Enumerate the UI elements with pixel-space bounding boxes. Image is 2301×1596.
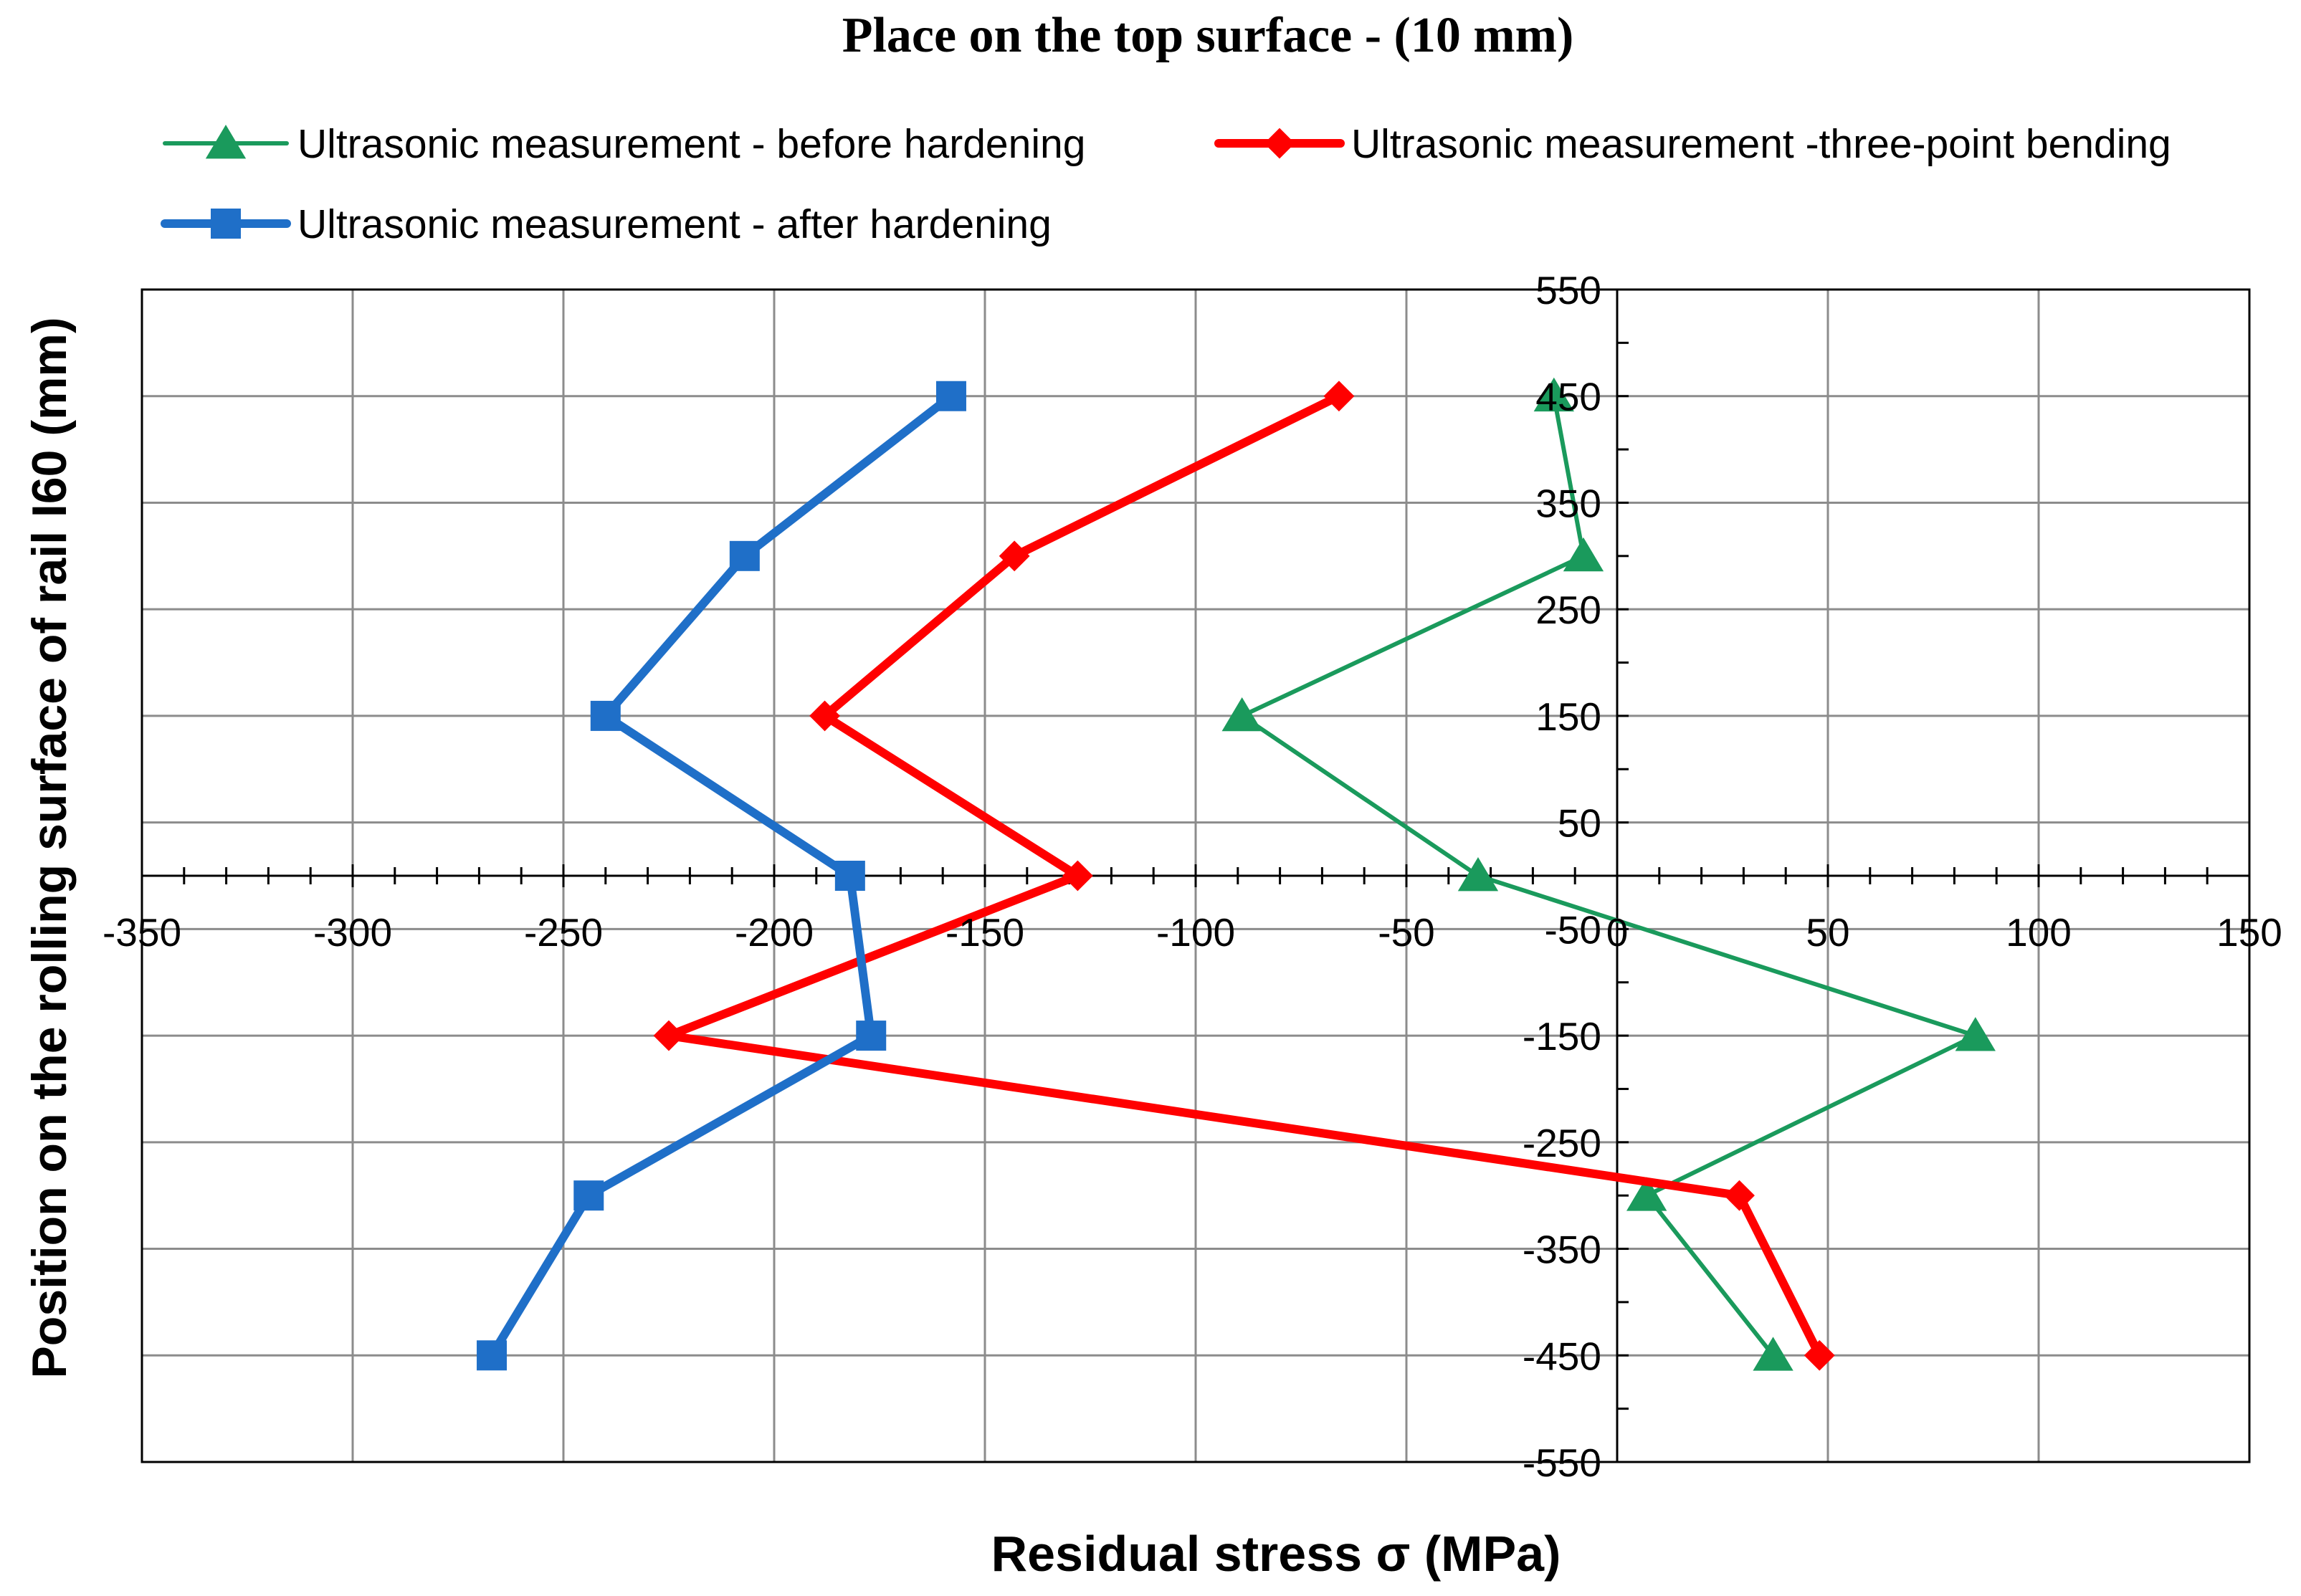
tick-labels: -350 -300 -250 -200 -150 -100 -50 0 50 100 1505504… — [103, 268, 2282, 1485]
data-point — [834, 861, 865, 891]
series-3 — [477, 381, 966, 1371]
x-tick-label: -300 — [313, 910, 392, 955]
data-point — [1323, 381, 1355, 412]
data-point — [573, 1180, 604, 1211]
series-group — [477, 377, 1996, 1371]
data-point — [653, 1020, 685, 1051]
x-axis-label: Residual stress σ (MPa) — [991, 1526, 1561, 1582]
y-tick-label: 350 — [1535, 481, 1601, 525]
y-tick-label: 550 — [1535, 268, 1601, 312]
data-point — [935, 381, 966, 411]
data-point — [856, 1021, 887, 1051]
data-point — [1221, 697, 1262, 732]
chart-title: Place on the top surface - (10 mm) — [842, 8, 1574, 63]
data-point — [477, 1340, 508, 1371]
legend-marker — [211, 209, 241, 239]
x-tick-label: -100 — [1156, 910, 1235, 955]
x-tick-label: 150 — [2216, 910, 2282, 955]
y-tick-label: 150 — [1535, 694, 1601, 739]
legend-label: Ultrasonic measurement - before hardenin… — [297, 121, 1085, 167]
legend: Ultrasonic measurement - before hardenin… — [161, 121, 2171, 247]
x-tick-label: 50 — [1806, 910, 1849, 955]
x-tick-label: -150 — [945, 910, 1024, 955]
x-tick-label: 0 — [1606, 910, 1629, 955]
data-point — [590, 700, 621, 731]
axes — [140, 288, 2251, 1463]
x-tick-label: -200 — [735, 910, 814, 955]
legend-entry: Ultrasonic measurement -three-point bend… — [1214, 121, 2171, 167]
legend-marker — [1264, 128, 1295, 159]
data-point — [1062, 860, 1093, 892]
data-point — [1753, 1337, 1793, 1371]
legend-marker — [205, 125, 247, 159]
data-point — [1457, 857, 1499, 892]
y-tick-label: -150 — [1523, 1014, 1601, 1059]
data-point — [1533, 377, 1574, 412]
x-tick-label: -250 — [524, 910, 603, 955]
y-tick-label: 50 — [1558, 801, 1601, 846]
y-tick-label: -550 — [1523, 1440, 1601, 1485]
data-point — [1804, 1339, 1835, 1371]
y-tick-label: -250 — [1523, 1121, 1601, 1165]
y-axis-label: Position on the rolling surface of rail … — [22, 317, 77, 1378]
legend-entry: Ultrasonic measurement - after hardening — [161, 201, 1052, 247]
legend-label: Ultrasonic measurement -three-point bend… — [1351, 121, 2171, 167]
x-tick-label: -50 — [1378, 910, 1435, 955]
y-tick-label: 250 — [1535, 588, 1601, 632]
y-tick-label: -50 — [1545, 907, 1602, 952]
data-point — [1626, 1177, 1667, 1211]
y-tick-label: 450 — [1535, 375, 1601, 419]
data-point — [809, 700, 840, 732]
y-tick-label: -350 — [1523, 1228, 1601, 1272]
data-point — [1724, 1180, 1755, 1211]
x-tick-label: -350 — [103, 910, 181, 955]
data-point — [1563, 537, 1604, 572]
y-tick-label: -450 — [1523, 1334, 1601, 1378]
legend-entry: Ultrasonic measurement - before hardenin… — [163, 121, 1085, 167]
legend-label: Ultrasonic measurement - after hardening — [297, 201, 1052, 247]
data-point — [999, 540, 1030, 572]
data-point — [1955, 1017, 1996, 1051]
series-1 — [1221, 377, 1996, 1371]
x-tick-label: 100 — [2006, 910, 2072, 955]
data-point — [729, 540, 760, 571]
series-2 — [653, 381, 1835, 1371]
